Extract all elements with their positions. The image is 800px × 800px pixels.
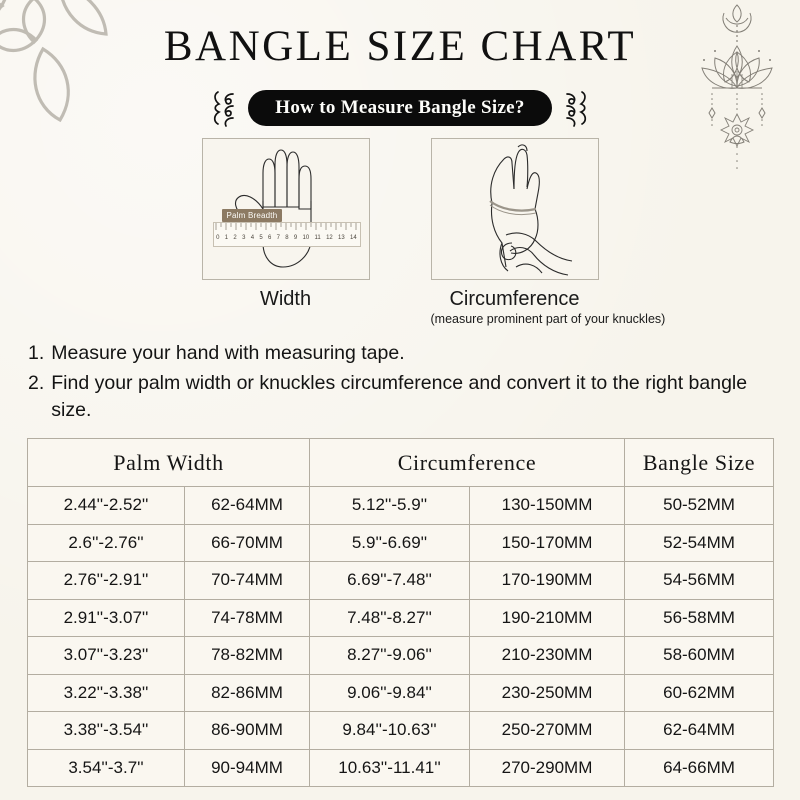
cell-bangle-size: 60-62MM [624, 673, 775, 712]
ruler-tick: 0 [216, 235, 220, 241]
flourish-icon [214, 91, 235, 127]
hand-knuckles-tape-icon [488, 144, 572, 276]
cell-circumference-mm: 150-170MM [468, 523, 626, 562]
flourish-icon [565, 91, 586, 127]
ruler-tick: 4 [250, 235, 255, 241]
table-row: 2.6''-2.76'' 66-70MM 5.9''-6.69'' 150-17… [27, 523, 775, 562]
cell-circumference-mm: 130-150MM [468, 486, 626, 525]
bangle-size-table: Palm Width Circumference Bangle Size 2.4… [27, 438, 775, 787]
panel-width: Palm Breadth 0 1 2 3 4 5 6 7 8 [201, 138, 370, 326]
ruler-tick: 13 [338, 235, 345, 241]
cell-palm-width-in: 3.22''-3.38'' [27, 673, 185, 712]
ruler-numbers: 0 1 2 3 4 5 6 7 8 9 10 11 12 13 [214, 235, 360, 241]
cell-bangle-size: 62-64MM [624, 711, 775, 750]
cell-palm-width-in: 2.44''-2.52'' [27, 486, 185, 525]
cell-palm-width-mm: 82-86MM [184, 673, 310, 712]
cell-palm-width-mm: 78-82MM [184, 636, 310, 675]
ruler-tick: 8 [285, 235, 289, 241]
palm-breadth-tag: Palm Breadth [221, 209, 283, 222]
hand-knuckles-tape-panel [430, 138, 599, 280]
table-header-row: Palm Width Circumference Bangle Size [27, 438, 775, 487]
cell-bangle-size: 52-54MM [624, 523, 775, 562]
cell-palm-width-mm: 74-78MM [184, 598, 310, 637]
badge-label: How to Measure Bangle Size? [248, 89, 552, 127]
cell-bangle-size: 64-66MM [624, 748, 775, 787]
column-header-circumference: Circumference [308, 438, 626, 487]
ruler-tick: 6 [267, 235, 272, 241]
cell-circumference-in: 7.48''-8.27'' [309, 598, 470, 637]
ruler-ticks [215, 223, 356, 230]
cell-palm-width-in: 3.07''-3.23'' [27, 636, 185, 675]
ruler-tick: 11 [314, 235, 321, 241]
column-header-bangle-size: Bangle Size [624, 438, 775, 487]
cell-circumference-in: 6.69''-7.48'' [309, 561, 470, 600]
table-row: 3.54''-3.7'' 90-94MM 10.63''-11.41'' 270… [27, 748, 775, 787]
ruler-tick: 2 [233, 235, 237, 241]
cell-circumference-mm: 270-290MM [468, 748, 626, 787]
table-row: 2.91''-3.07'' 74-78MM 7.48''-8.27'' 190-… [27, 598, 775, 637]
ruler-tick: 12 [326, 235, 333, 241]
instruction-number: 2. [28, 371, 45, 394]
cell-bangle-size: 54-56MM [624, 561, 775, 600]
cell-palm-width-in: 2.76''-2.91'' [27, 561, 185, 600]
ruler-tick: 3 [242, 235, 246, 241]
list-item: 1. Measure your hand with measuring tape… [28, 340, 772, 368]
table-row: 2.44''-2.52'' 62-64MM 5.12''-5.9'' 130-1… [27, 486, 775, 525]
ruler-icon: 0 1 2 3 4 5 6 7 8 9 10 11 12 13 [212, 222, 361, 247]
table-row: 3.38''-3.54'' 86-90MM 9.84''-10.63'' 250… [27, 711, 775, 750]
cell-bangle-size: 56-58MM [624, 598, 775, 637]
how-to-measure-banner: How to Measure Bangle Size? [0, 88, 800, 128]
cell-palm-width-mm: 66-70MM [184, 523, 310, 562]
cell-palm-width-mm: 90-94MM [184, 748, 310, 787]
cell-palm-width-mm: 62-64MM [184, 486, 310, 525]
cell-circumference-in: 8.27''-9.06'' [309, 636, 470, 675]
measurement-illustrations: Palm Breadth 0 1 2 3 4 5 6 7 8 [0, 138, 800, 326]
ruler-tick: 9 [293, 235, 298, 241]
cell-circumference-mm: 230-250MM [468, 673, 626, 712]
ruler-tick: 1 [224, 235, 229, 241]
panel-caption-width: Width [259, 288, 312, 310]
instruction-text: Measure your hand with measuring tape. [51, 342, 405, 364]
cell-bangle-size: 50-52MM [624, 486, 775, 525]
cell-palm-width-in: 2.91''-3.07'' [27, 598, 185, 637]
ruler-tick: 7 [276, 235, 280, 241]
cell-bangle-size: 58-60MM [624, 636, 775, 675]
cell-circumference-mm: 190-210MM [468, 598, 626, 637]
cell-palm-width-mm: 70-74MM [184, 561, 310, 600]
page-title: BANGLE SIZE CHART [163, 23, 637, 70]
cell-palm-width-in: 2.6''-2.76'' [27, 523, 185, 562]
instruction-text: Find your palm width or knuckles circumf… [51, 371, 748, 422]
panel-caption-circumference: Circumference [449, 288, 580, 310]
panel-circumference: Circumference (measure prominent part of… [430, 138, 666, 326]
cell-circumference-mm: 170-190MM [468, 561, 626, 600]
cell-palm-width-in: 3.54''-3.7'' [27, 748, 185, 787]
list-item: 2. Find your palm width or knuckles circ… [28, 370, 772, 425]
ruler-tick: 14 [350, 235, 357, 241]
cell-circumference-mm: 250-270MM [468, 711, 626, 750]
table-row: 3.07''-3.23'' 78-82MM 8.27''-9.06'' 210-… [27, 636, 775, 675]
cell-palm-width-mm: 86-90MM [184, 711, 310, 750]
ruler-tick: 10 [302, 235, 310, 241]
cell-palm-width-in: 3.38''-3.54'' [27, 711, 185, 750]
column-header-palm-width: Palm Width [27, 438, 310, 487]
panel-subcaption-circumference: (measure prominent part of your knuckles… [430, 312, 666, 326]
cell-circumference-in: 5.9''-6.69'' [309, 523, 470, 562]
ruler-tick: 5 [259, 235, 263, 241]
hand-palm-ruler-panel: Palm Breadth 0 1 2 3 4 5 6 7 8 [201, 138, 370, 280]
instructions-list: 1. Measure your hand with measuring tape… [28, 340, 772, 427]
cell-circumference-in: 9.06''-9.84'' [309, 673, 470, 712]
cell-circumference-in: 10.63''-11.41'' [309, 748, 470, 787]
cell-circumference-in: 9.84''-10.63'' [309, 711, 470, 750]
instruction-number: 1. [28, 342, 45, 364]
cell-circumference-in: 5.12''-5.9'' [309, 486, 470, 525]
table-row: 2.76''-2.91'' 70-74MM 6.69''-7.48'' 170-… [27, 561, 775, 600]
cell-circumference-mm: 210-230MM [468, 636, 626, 675]
table-row: 3.22''-3.38'' 82-86MM 9.06''-9.84'' 230-… [27, 673, 775, 712]
